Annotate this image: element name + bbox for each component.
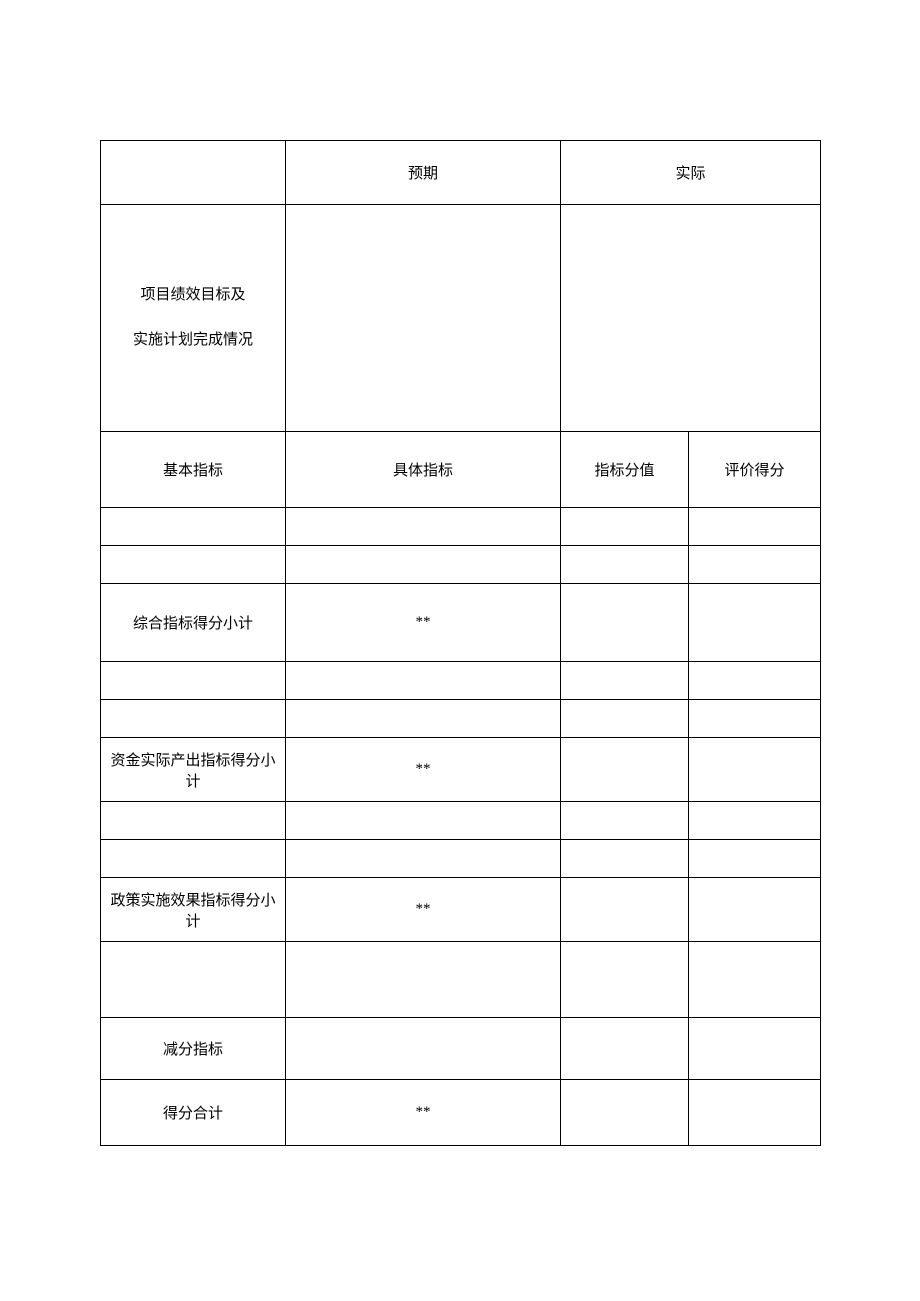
deduct-row: 减分指标	[101, 1018, 821, 1080]
cell	[689, 1018, 821, 1080]
header1-actual: 实际	[561, 141, 821, 205]
cell	[286, 802, 561, 840]
cell	[101, 942, 286, 1018]
empty-row-4	[101, 700, 821, 738]
cell	[561, 546, 689, 584]
goal-completion-label: 项目绩效目标及 实施计划完成情况	[101, 205, 286, 432]
output-subtotal-value: **	[286, 738, 561, 802]
cell	[689, 738, 821, 802]
comprehensive-subtotal-row: 综合指标得分小计 **	[101, 584, 821, 662]
header1-expected: 预期	[286, 141, 561, 205]
cell	[561, 878, 689, 942]
cell	[561, 662, 689, 700]
cell	[689, 878, 821, 942]
cell	[101, 546, 286, 584]
score-value-header: 指标分值	[561, 432, 689, 508]
cell	[101, 508, 286, 546]
empty-row-3	[101, 662, 821, 700]
goal-completion-row: 项目绩效目标及 实施计划完成情况	[101, 205, 821, 432]
cell	[689, 662, 821, 700]
cell	[286, 700, 561, 738]
goal-actual-cell	[561, 205, 821, 432]
eval-score-header: 评价得分	[689, 432, 821, 508]
cell	[101, 840, 286, 878]
cell	[286, 662, 561, 700]
comprehensive-subtotal-value: **	[286, 584, 561, 662]
cell	[689, 584, 821, 662]
output-subtotal-row: 资金实际产出指标得分小 计 **	[101, 738, 821, 802]
cell	[101, 662, 286, 700]
cell	[561, 738, 689, 802]
cell	[286, 840, 561, 878]
cell	[101, 700, 286, 738]
comprehensive-subtotal-label: 综合指标得分小计	[101, 584, 286, 662]
specific-indicator-header: 具体指标	[286, 432, 561, 508]
cell	[561, 584, 689, 662]
cell	[561, 1080, 689, 1146]
policy-label-line2: 计	[185, 914, 200, 930]
policy-subtotal-label: 政策实施效果指标得分小 计	[101, 878, 286, 942]
empty-row-2	[101, 546, 821, 584]
cell	[561, 942, 689, 1018]
evaluation-table: 预期 实际 项目绩效目标及 实施计划完成情况 基本指标 具体指标 指标分值 评价…	[100, 140, 821, 1146]
cell	[561, 508, 689, 546]
output-label-line2: 计	[185, 774, 200, 790]
basic-indicator-header: 基本指标	[101, 432, 286, 508]
cell	[561, 1018, 689, 1080]
empty-row-6	[101, 840, 821, 878]
cell	[101, 802, 286, 840]
output-label-line1: 资金实际产出指标得分小	[110, 753, 275, 769]
cell	[689, 802, 821, 840]
cell	[561, 700, 689, 738]
cell	[689, 508, 821, 546]
cell	[286, 942, 561, 1018]
policy-label-line1: 政策实施效果指标得分小	[110, 893, 275, 909]
header1-col1	[101, 141, 286, 205]
cell	[689, 700, 821, 738]
cell	[689, 546, 821, 584]
deduct-label: 减分指标	[101, 1018, 286, 1080]
goal-label-line1: 项目绩效目标及	[140, 287, 245, 303]
empty-row-1	[101, 508, 821, 546]
cell	[561, 802, 689, 840]
header-row-2: 基本指标 具体指标 指标分值 评价得分	[101, 432, 821, 508]
empty-row-5	[101, 802, 821, 840]
total-value: **	[286, 1080, 561, 1146]
header-row-1: 预期 实际	[101, 141, 821, 205]
cell	[689, 942, 821, 1018]
cell	[689, 1080, 821, 1146]
policy-subtotal-value: **	[286, 878, 561, 942]
goal-label-line2: 实施计划完成情况	[133, 332, 253, 348]
cell	[689, 840, 821, 878]
cell	[286, 1018, 561, 1080]
total-row: 得分合计 **	[101, 1080, 821, 1146]
empty-row-7	[101, 942, 821, 1018]
output-subtotal-label: 资金实际产出指标得分小 计	[101, 738, 286, 802]
goal-expected-cell	[286, 205, 561, 432]
cell	[286, 508, 561, 546]
total-label: 得分合计	[101, 1080, 286, 1146]
cell	[561, 840, 689, 878]
cell	[286, 546, 561, 584]
policy-subtotal-row: 政策实施效果指标得分小 计 **	[101, 878, 821, 942]
